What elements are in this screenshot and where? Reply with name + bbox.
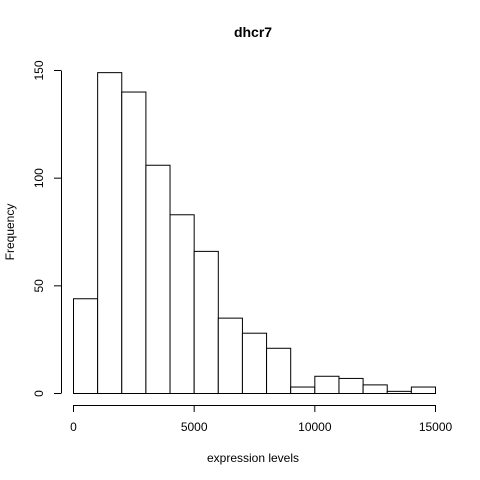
histogram-bar [338,377,364,394]
histogram-bar [386,390,412,395]
histogram-bar [410,386,437,395]
y-axis: 0 50 100 150 [32,60,62,397]
histogram-bar [266,347,292,394]
x-tick-label: 5000 [181,420,208,434]
histogram-bar [217,317,243,394]
histogram-bar [290,386,316,395]
y-tick-label: 100 [32,168,46,188]
bars-group [73,72,437,395]
y-tick-label: 150 [32,60,46,80]
histogram-bar [169,214,195,394]
histogram-bar [241,332,268,394]
histogram-bar [145,164,171,394]
x-tick-label: 15000 [419,420,453,434]
histogram-bar [97,72,123,395]
y-tick-label: 50 [32,279,46,293]
x-axis: 0 5000 10000 15000 [70,405,453,434]
y-tick-label: 0 [32,390,46,397]
chart-title: dhcr7 [234,24,272,40]
y-axis-label: Frequency [3,204,17,261]
histogram-bar [121,91,147,395]
x-tick-label: 0 [70,420,77,434]
x-axis-label: expression levels [207,451,299,465]
histogram-bar [362,384,388,394]
x-tick-label: 10000 [298,420,332,434]
histogram-bar [193,250,219,394]
histogram-bar [73,298,99,394]
histogram-bar [314,375,340,395]
